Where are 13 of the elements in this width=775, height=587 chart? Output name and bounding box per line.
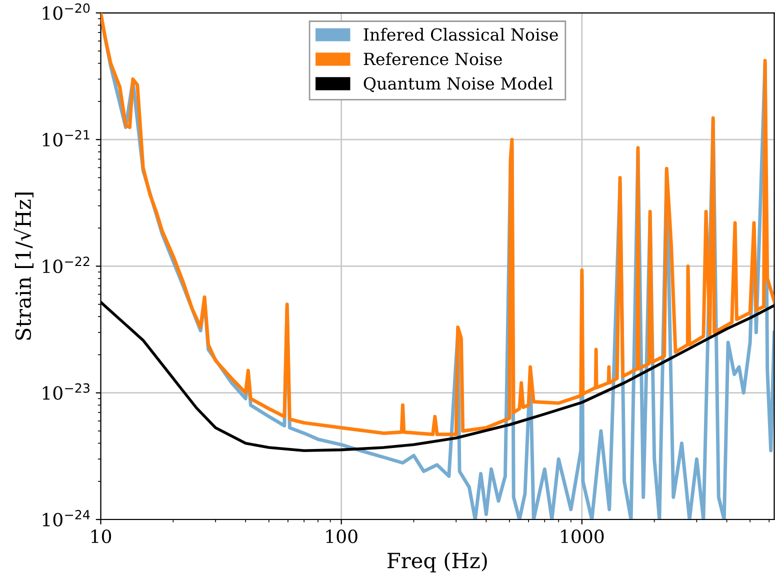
x-axis-title: Freq (Hz) <box>388 552 487 572</box>
legend-label: Quantum Noise Model <box>364 76 553 92</box>
y-tick-label: 10$^{−20}$ <box>42 3 90 20</box>
y-tick-label: 10$^{−24}$ <box>42 510 90 526</box>
legend-label: Infered Classical Noise <box>364 28 558 41</box>
y-tick-label: 10$^{−21}$ <box>42 130 90 147</box>
x-tick-label: 100 <box>326 530 358 544</box>
y-tick-label: 10$^{−22}$ <box>42 256 90 274</box>
y-tick-label: 10$^{−23}$ <box>42 383 90 400</box>
legend-label: Reference Noise <box>364 52 502 66</box>
x-tick-label: 10 <box>91 530 112 544</box>
x-tick-label: 1000 <box>561 530 604 544</box>
y-axis-title: Strain [1/√Hz] <box>14 192 34 340</box>
